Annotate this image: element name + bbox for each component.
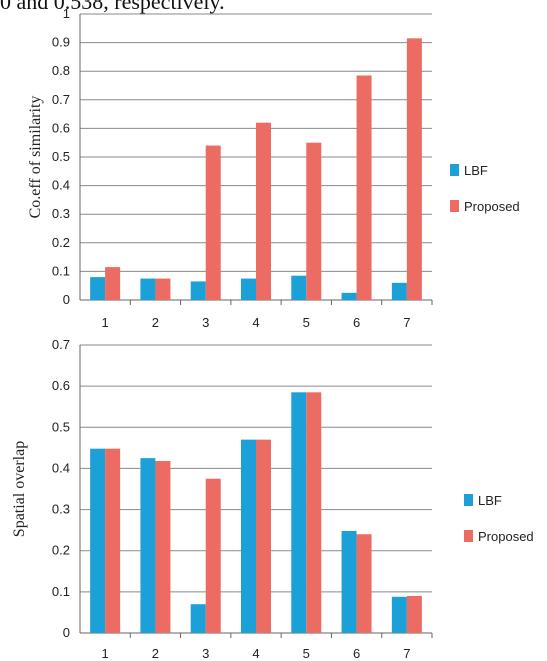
y-tick-label: 0.1 (52, 263, 70, 278)
y-tick-label: 0.3 (52, 206, 70, 221)
x-tick-label: 2 (152, 315, 159, 330)
bar-proposed-5 (306, 142, 322, 300)
y-tick-label: 0.7 (52, 337, 70, 352)
bar-lbf-4 (241, 439, 256, 633)
bar-lbf-5 (291, 275, 307, 300)
bar-lbf-7 (391, 596, 407, 633)
legend-swatch-proposed (464, 530, 473, 542)
legend-label-lbf: LBF (464, 163, 488, 178)
x-tick-label: 1 (102, 646, 109, 661)
bar-proposed-3 (205, 145, 221, 300)
bar-lbf-2 (140, 458, 156, 633)
y-tick-label: 0 (63, 625, 70, 640)
y-tick-label: 0.6 (52, 120, 70, 135)
bar-proposed-2 (155, 278, 171, 300)
bar-lbf-4 (241, 278, 256, 300)
bar-proposed-4 (256, 439, 271, 633)
x-tick-label: 2 (152, 646, 159, 661)
y-axis-label: Co.eff of similarity (27, 96, 44, 219)
bar-lbf-1 (90, 448, 106, 633)
y-tick-label: 0 (63, 292, 70, 307)
x-tick-label: 4 (252, 646, 259, 661)
bar-proposed-2 (155, 461, 171, 633)
bar-proposed-6 (356, 75, 372, 301)
x-tick-label: 6 (353, 646, 360, 661)
y-tick-label: 0.2 (52, 543, 70, 558)
y-tick-label: 0.2 (52, 235, 70, 250)
legend-swatch-proposed (450, 200, 459, 212)
bar-lbf-2 (140, 278, 156, 300)
y-tick-label: 0.4 (52, 178, 70, 193)
y-tick-label: 0.8 (52, 63, 70, 78)
bar-proposed-1 (105, 448, 121, 633)
bar-proposed-3 (205, 478, 221, 633)
bar-lbf-5 (291, 392, 307, 633)
y-tick-label: 0.6 (52, 378, 70, 393)
x-tick-label: 6 (353, 315, 360, 330)
legend-swatch-lbf (464, 494, 473, 506)
x-tick-label: 7 (403, 315, 410, 330)
bar-lbf-6 (341, 530, 357, 633)
bar-lbf-3 (190, 604, 206, 633)
bar-lbf-1 (90, 277, 106, 300)
y-tick-label: 0.3 (52, 502, 70, 517)
legend-label-proposed: Proposed (464, 199, 520, 214)
bar-proposed-6 (356, 534, 372, 633)
x-tick-label: 3 (202, 315, 209, 330)
bar-proposed-7 (406, 595, 422, 633)
x-tick-label: 1 (102, 315, 109, 330)
y-tick-label: 1 (63, 6, 70, 21)
legend-label-lbf: LBF (478, 493, 502, 508)
y-tick-label: 0.1 (52, 584, 70, 599)
x-tick-label: 3 (202, 646, 209, 661)
y-axis-label: Spatial overlap (11, 441, 28, 537)
bar-lbf-3 (190, 281, 206, 300)
y-tick-label: 0.4 (52, 460, 70, 475)
legend-swatch-lbf (450, 164, 459, 176)
chart-1: 0 0.1 0.2 0.3 0.4 0.5 0.6 0.7 0.8 0.9 1 1 2 3 4 5 6 7 Co.e… (27, 6, 520, 330)
x-tick-label: 5 (303, 315, 310, 330)
y-tick-label: 0.5 (52, 149, 70, 164)
x-tick-label: 4 (252, 315, 259, 330)
bar-proposed-7 (406, 38, 422, 301)
x-tick-label: 5 (303, 646, 310, 661)
bar-proposed-5 (306, 392, 322, 633)
bar-proposed-4 (256, 122, 271, 301)
header-text-fragment: 0 and 0.538, respectively. (0, 0, 225, 14)
x-tick-label: 7 (403, 646, 410, 661)
y-tick-label: 0.9 (52, 35, 70, 50)
bar-proposed-1 (105, 267, 121, 300)
bar-lbf-7 (391, 282, 407, 300)
y-tick-label: 0.5 (52, 419, 70, 434)
legend-label-proposed: Proposed (478, 529, 534, 544)
y-tick-label: 0.7 (52, 92, 70, 107)
bar-lbf-6 (341, 292, 357, 300)
chart-2: 0 0.1 0.2 0.3 0.4 0.5 0.6 0.7 1 2 3 4 5 6 7 Spatial ove… (11, 337, 534, 661)
